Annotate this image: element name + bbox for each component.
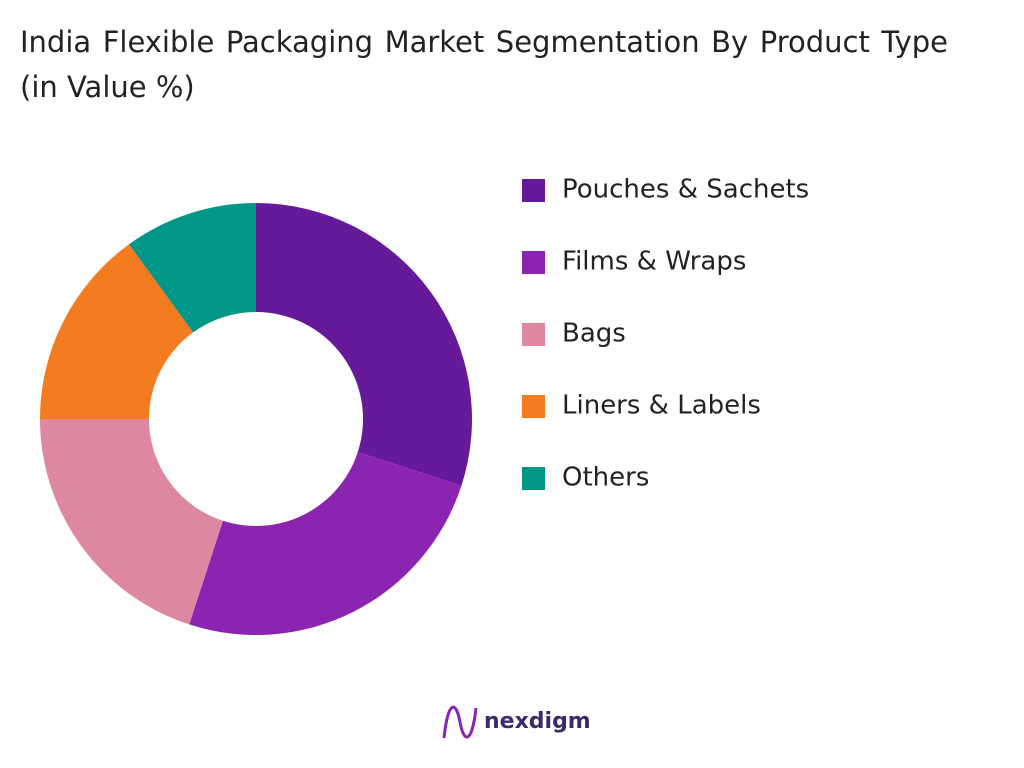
legend-swatch [522, 179, 545, 202]
legend-swatch [522, 251, 545, 274]
legend-swatch [522, 467, 545, 490]
legend-label: Pouches & Sachets [562, 175, 809, 205]
donut-slice [40, 244, 194, 419]
legend-swatch [522, 395, 545, 418]
donut-slice [129, 203, 256, 333]
brand-logo: nexdigm [442, 705, 591, 739]
legend-label: Liners & Labels [562, 391, 761, 421]
legend-label: Bags [562, 319, 626, 349]
legend-label: Others [562, 463, 649, 493]
legend-label: Films & Wraps [562, 247, 746, 277]
legend-swatch [522, 323, 545, 346]
donut-slice [189, 452, 462, 636]
chart-title: India Flexible Packaging Market Segmenta… [20, 25, 948, 104]
brand-name: nexdigm [484, 709, 591, 734]
donut-slice [40, 419, 223, 625]
donut-slice [256, 203, 473, 486]
logo-icon [442, 705, 478, 739]
